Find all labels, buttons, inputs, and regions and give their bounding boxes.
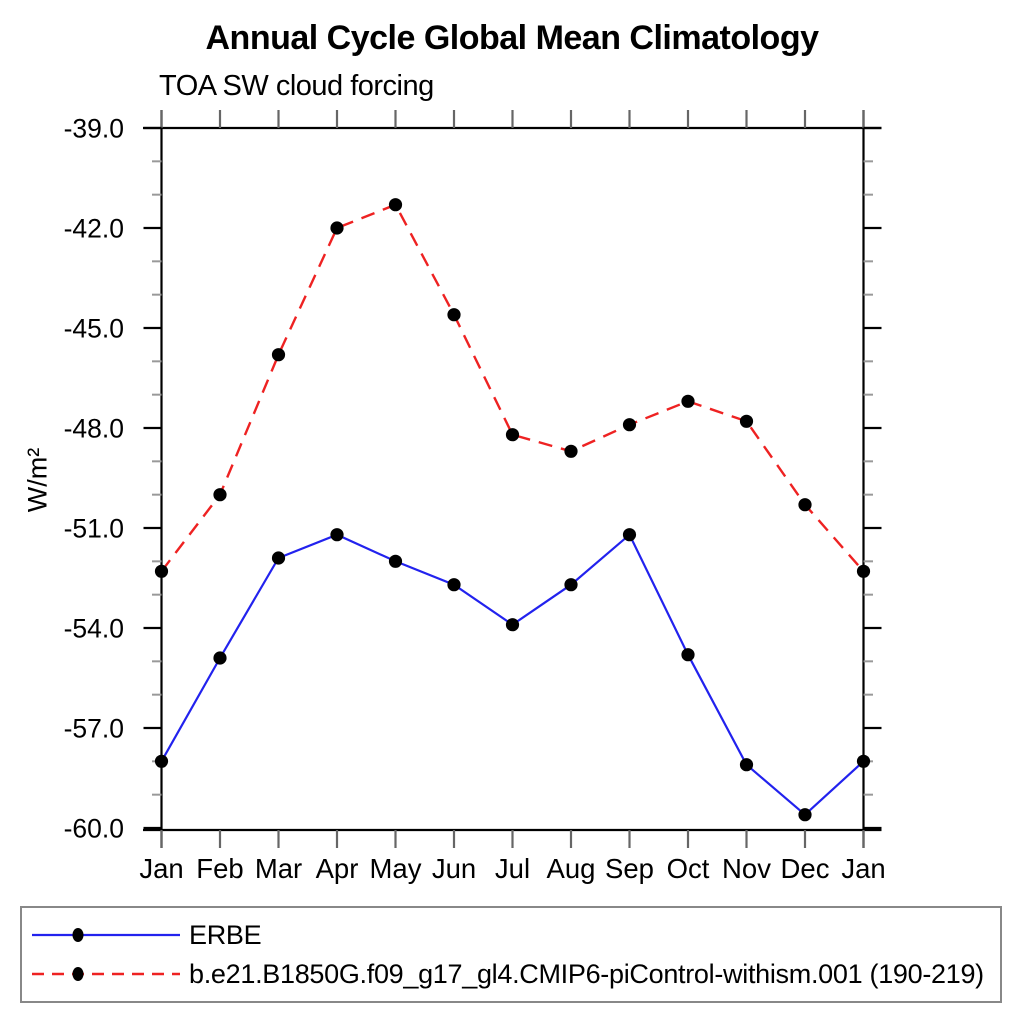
axes: [143, 110, 882, 848]
data-point-model-Sep: [622, 418, 637, 432]
x-tick-label: Aug: [547, 853, 596, 884]
x-tick-label: Sep: [605, 853, 654, 884]
data-point-model-Aug: [564, 444, 578, 458]
legend-label-erbe: ERBE: [189, 919, 262, 950]
data-point-model-Jan: [856, 564, 871, 578]
x-tick-label: May: [370, 853, 422, 884]
axis-tick-labels: -39.0 -42.0 -45.0 -48.0 -51.0 -54.0 -57.0 -60.0…: [64, 114, 886, 885]
data-point-erbe-May: [388, 554, 403, 568]
data-point-erbe-Oct: [681, 648, 695, 662]
x-tick-label: Dec: [781, 853, 830, 884]
data-point-model-Apr: [330, 221, 344, 235]
legend-item-erbe: ERBE: [22, 920, 1000, 950]
data-point-erbe-Aug: [564, 578, 578, 592]
x-tick-label: Jun: [432, 853, 476, 884]
y-tick-label: -45.0: [64, 314, 124, 344]
model-line-sample-icon: [32, 967, 180, 981]
data-point-model-Jul: [505, 428, 520, 442]
data-point-model-Jun: [447, 308, 461, 322]
x-tick-label: Feb: [196, 853, 243, 884]
chart-title: Annual Cycle Global Mean Climatology: [205, 19, 820, 57]
data-point-model-Mar: [271, 348, 286, 362]
data-point-model-May: [388, 198, 403, 212]
data-point-erbe-Feb: [213, 651, 227, 665]
y-tick-label: -39.0: [64, 114, 124, 144]
data-point-erbe-Jan: [154, 754, 169, 768]
legend-item-model: b.e21.B1850G.f09_g17_gl4.CMIP6-piControl…: [22, 959, 1000, 989]
data-point-erbe-Apr: [330, 528, 344, 542]
data-series: [154, 198, 871, 822]
x-tick-label: Mar: [255, 853, 302, 884]
legend-marker-icon: [72, 967, 84, 981]
legend-marker-icon: [72, 928, 84, 942]
data-point-model-Nov: [739, 414, 754, 428]
series-line-erbe: [160, 532, 865, 817]
y-tick-label: -48.0: [64, 414, 124, 444]
y-tick-label: -57.0: [64, 714, 124, 744]
y-tick-label: -60.0: [64, 814, 124, 844]
x-tick-label: Jul: [495, 853, 530, 884]
data-point-model-Feb: [213, 488, 227, 502]
x-tick-label: Jan: [139, 853, 183, 884]
y-tick-label: -42.0: [64, 214, 124, 244]
chart-subtitle: TOA SW cloud forcing: [159, 70, 434, 102]
data-point-erbe-Mar: [271, 551, 286, 565]
x-tick-label: Apr: [316, 853, 359, 884]
x-tick-label: Oct: [667, 853, 710, 884]
x-tick-label: Jan: [841, 853, 885, 884]
data-point-model-Oct: [681, 394, 695, 408]
x-tick-label: Nov: [722, 853, 771, 884]
erbe-line-sample-icon: [32, 928, 180, 942]
data-point-erbe-Jul: [505, 618, 520, 632]
y-tick-label: -54.0: [64, 614, 124, 644]
data-point-erbe-Jan: [856, 754, 871, 768]
data-point-model-Dec: [798, 498, 812, 512]
data-point-erbe-Dec: [798, 808, 812, 822]
data-point-erbe-Nov: [739, 758, 754, 772]
legend-label-model: b.e21.B1850G.f09_g17_gl4.CMIP6-piControl…: [189, 958, 984, 989]
series-line-model: [160, 203, 865, 573]
data-point-erbe-Sep: [622, 528, 637, 542]
legend: ERBE b.e21.B1850G.f09_g17_gl4.CMIP6-piCo…: [20, 906, 1002, 1003]
data-point-model-Jan: [154, 564, 169, 578]
y-tick-label: -51.0: [64, 514, 124, 544]
data-point-erbe-Jun: [447, 578, 461, 592]
